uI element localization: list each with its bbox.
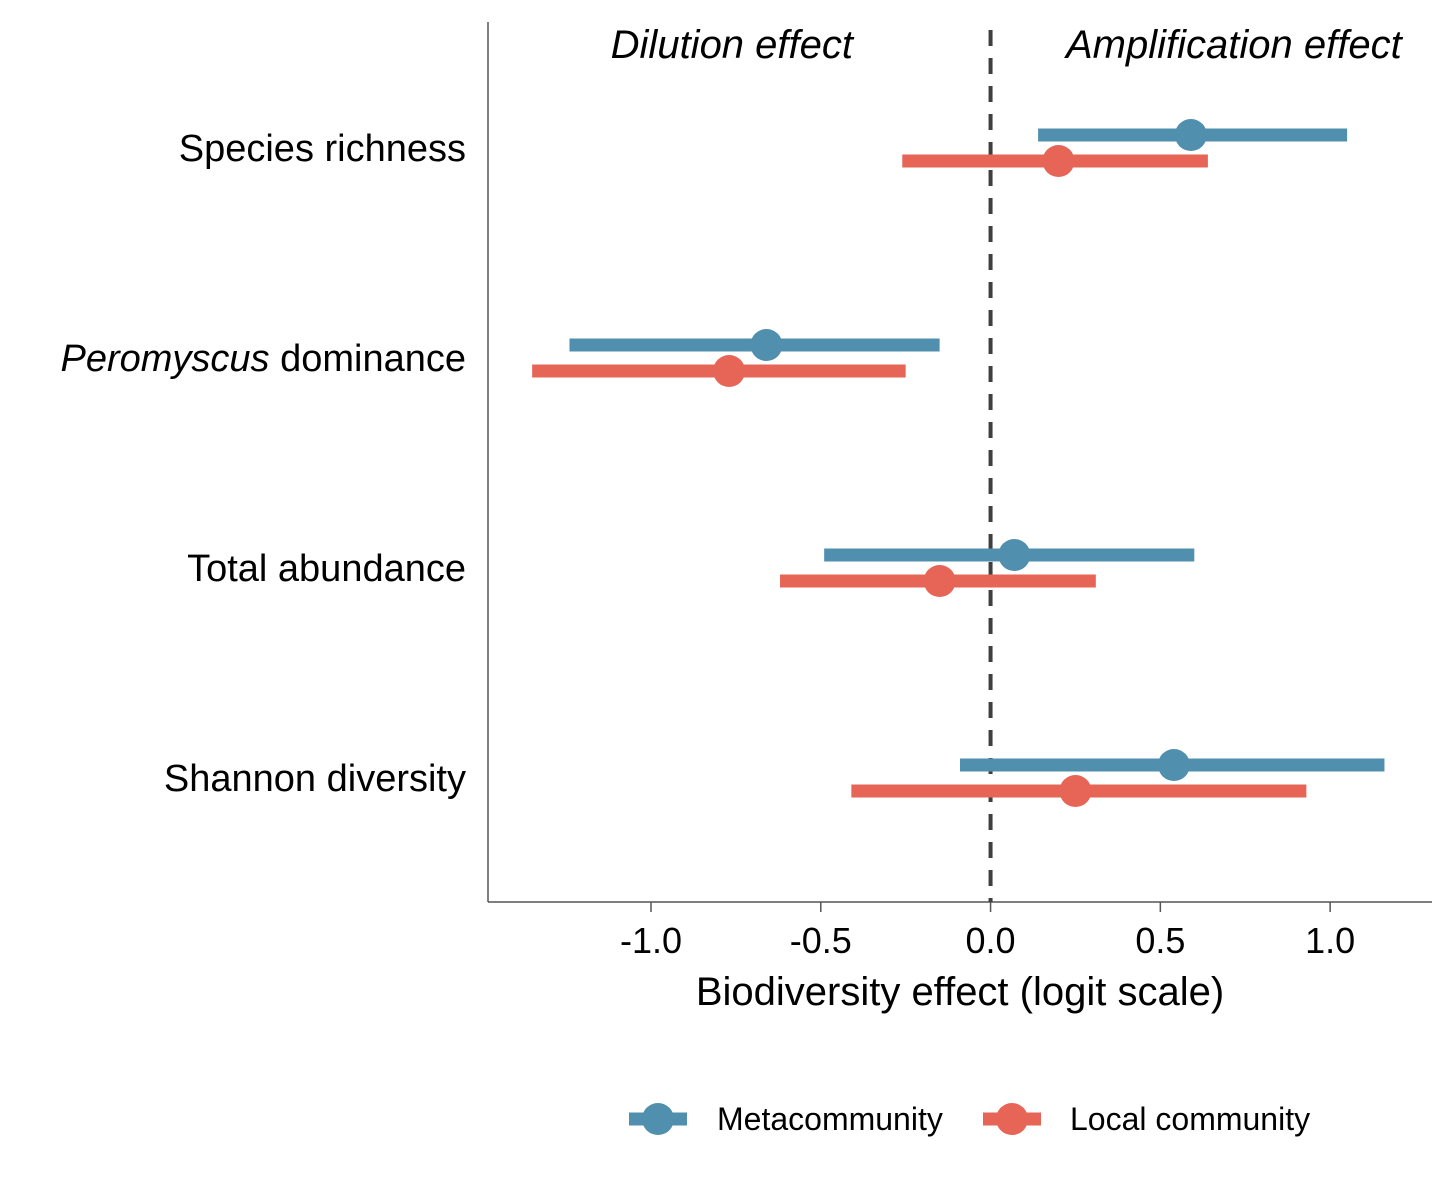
x-axis-title: Biodiversity effect (logit scale) <box>696 970 1224 1014</box>
legend-swatch-point <box>996 1103 1028 1135</box>
point-estimate <box>1157 749 1190 781</box>
chart-marks <box>532 119 1385 807</box>
point-estimate <box>923 565 956 597</box>
y-category-label: Shannon diversity <box>164 758 466 800</box>
legend-label: Local community <box>1070 1101 1310 1137</box>
x-tick-label: -1.0 <box>620 920 682 961</box>
x-tick-label: 0.5 <box>1135 920 1185 961</box>
legend: Metacommunity Local community <box>629 1101 1310 1137</box>
x-tick-label: -0.5 <box>790 920 852 961</box>
dilution-label: Dilution effect <box>611 23 855 67</box>
y-category-label: Total abundance <box>187 548 466 590</box>
amplification-label: Amplification effect <box>1064 23 1404 67</box>
point-estimate <box>1059 775 1092 807</box>
point-estimate <box>1042 145 1075 177</box>
y-category-label-italic: Peromyscus <box>60 338 269 380</box>
x-tick-label: 1.0 <box>1305 920 1355 961</box>
y-category-label: Peromyscus dominance <box>60 338 466 380</box>
y-category-label: Species richness <box>179 128 466 170</box>
x-tick-label: 0.0 <box>966 920 1016 961</box>
point-estimate <box>998 539 1031 571</box>
legend-swatch-point <box>642 1103 674 1135</box>
x-axis-ticks: -1.0 -0.5 0.0 0.5 1.0 <box>620 902 1355 961</box>
legend-label: Metacommunity <box>717 1101 943 1137</box>
point-estimate <box>1174 119 1207 151</box>
y-axis-labels: Species richness Peromyscus dominance Tota… <box>60 128 466 800</box>
point-estimate <box>713 355 746 387</box>
y-category-label-rest: dominance <box>270 338 466 380</box>
point-estimate <box>750 329 783 361</box>
